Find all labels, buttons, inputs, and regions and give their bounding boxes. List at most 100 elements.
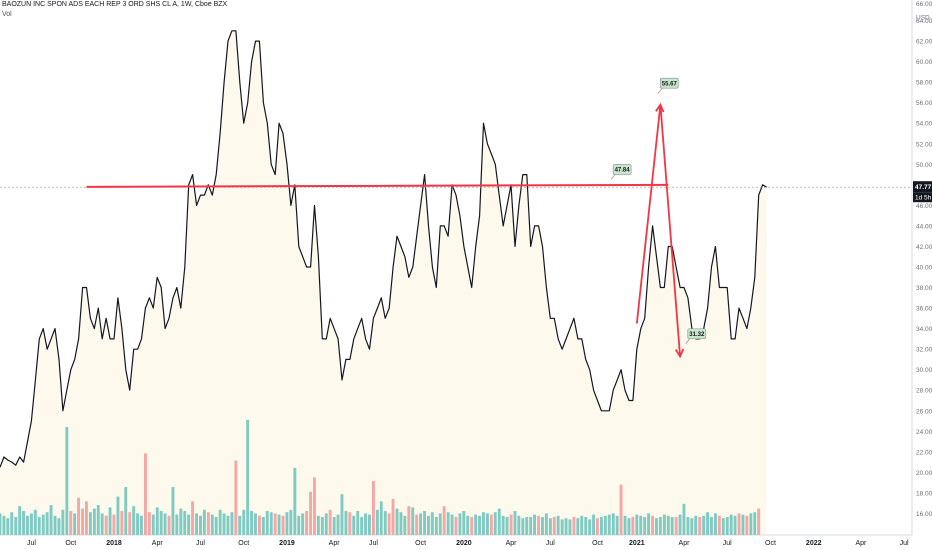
volume-bar: [407, 506, 411, 535]
price-label-text: 31.32: [689, 332, 705, 338]
volume-bar: [454, 517, 458, 535]
volume-bar: [690, 518, 694, 535]
volume-bar: [332, 517, 336, 535]
volume-bar: [596, 518, 599, 535]
volume-bar: [289, 509, 293, 535]
volume-bar: [53, 515, 57, 535]
volume-bar: [226, 515, 230, 535]
price-area: [0, 30, 767, 536]
volume-bar: [721, 518, 725, 535]
y-tick-label: 22.00: [916, 449, 932, 456]
volume-bar: [749, 513, 753, 535]
volume-bar: [415, 514, 419, 535]
x-tick-label: Apr: [329, 540, 341, 547]
volume-bar: [395, 508, 399, 535]
y-tick-label: 58.00: [916, 80, 932, 87]
volume-bar: [320, 517, 324, 535]
volume-bar: [399, 512, 403, 535]
volume-bar: [273, 513, 277, 535]
volume-bar: [446, 512, 450, 535]
volume-bar: [261, 517, 265, 535]
volume-bar: [537, 515, 540, 535]
volume-bar: [187, 514, 191, 535]
volume-bar: [218, 509, 222, 535]
x-tick-label: Oct: [592, 540, 603, 547]
time-axis[interactable]: Jul Oct 2018 Apr Jul Oct 2019 Apr Jul Oct 2020 Apr J…: [27, 540, 909, 547]
volume-bar: [155, 507, 159, 535]
volume-bar: [26, 515, 29, 535]
volume-bar: [222, 513, 226, 535]
volume-bar: [69, 511, 73, 535]
currency-label: USD: [916, 14, 930, 21]
volume-bar: [430, 512, 434, 535]
volume-bar: [132, 506, 136, 535]
price-area-layer: [0, 30, 767, 536]
volume-bar: [120, 511, 124, 535]
volume-bar: [336, 514, 340, 535]
volume-bar: [2, 515, 6, 535]
volume-bar: [242, 509, 246, 535]
y-tick-label: 38.00: [916, 285, 932, 292]
volume-bar: [411, 507, 415, 535]
volume-bar: [116, 496, 120, 535]
volume-bar: [92, 508, 96, 535]
volume-bar: [603, 515, 607, 535]
volume-bar: [733, 515, 737, 535]
volume-bar: [635, 514, 639, 535]
volume-bar: [167, 515, 171, 535]
volume-bar: [600, 517, 603, 535]
volume-bar: [136, 513, 139, 535]
volume-bar: [238, 515, 242, 535]
volume-bar: [552, 517, 556, 535]
volume-bar: [682, 503, 686, 535]
volume-bar: [592, 514, 595, 535]
price-axis[interactable]: 66.00 USD 16.00 18.00 20.00 22.00 24.00 26.00 28…: [913, 1, 932, 518]
volume-bar: [391, 499, 395, 535]
volume-bar: [615, 515, 619, 535]
volume-bar: [301, 513, 305, 535]
volume-bar: [529, 517, 533, 535]
volume-bar: [10, 512, 14, 535]
volume-bar: [206, 512, 210, 535]
y-tick-label: 34.00: [916, 326, 932, 333]
volume-bar: [403, 515, 407, 535]
volume-bar: [666, 515, 670, 535]
volume-bar: [65, 427, 69, 535]
volume-bar: [611, 513, 615, 535]
y-tick-label: 52.00: [916, 141, 932, 148]
volume-bar: [33, 509, 37, 535]
volume-bar: [619, 484, 623, 535]
volume-bar: [250, 511, 253, 535]
volume-bar: [210, 514, 214, 535]
volume-bar: [427, 515, 430, 535]
volume-bar: [419, 513, 422, 535]
volume-bar: [179, 508, 183, 535]
volume-bar: [462, 511, 466, 535]
volume-bar: [458, 513, 462, 535]
countdown-tag: [913, 192, 932, 203]
y-tick-label: 26.00: [916, 408, 932, 415]
volume-bar: [140, 515, 143, 535]
volume-bar: [706, 512, 709, 535]
volume-bar: [364, 513, 367, 535]
projection-arrow: [635, 104, 662, 324]
y-tick-label: 60.00: [916, 59, 932, 66]
x-tick-label: Jul: [900, 540, 909, 547]
volume-bar: [702, 515, 706, 535]
volume-bar: [694, 515, 698, 535]
x-tick-label: Oct: [65, 540, 76, 547]
y-tick-label: 20.00: [916, 470, 932, 477]
volume-bar: [254, 513, 257, 535]
x-tick-label: Apr: [506, 540, 518, 547]
volume-bar: [655, 518, 658, 535]
volume-bar: [6, 518, 10, 535]
volume-bar: [151, 514, 155, 535]
volume-bar: [281, 515, 285, 535]
y-tick-label: 62.00: [916, 39, 932, 46]
y-tick-label: 28.00: [916, 388, 932, 395]
y-tick-label: 40.00: [916, 265, 932, 272]
volume-bar: [100, 513, 104, 535]
y-tick-label: 42.00: [916, 244, 932, 251]
x-tick-label: Jul: [196, 540, 205, 547]
